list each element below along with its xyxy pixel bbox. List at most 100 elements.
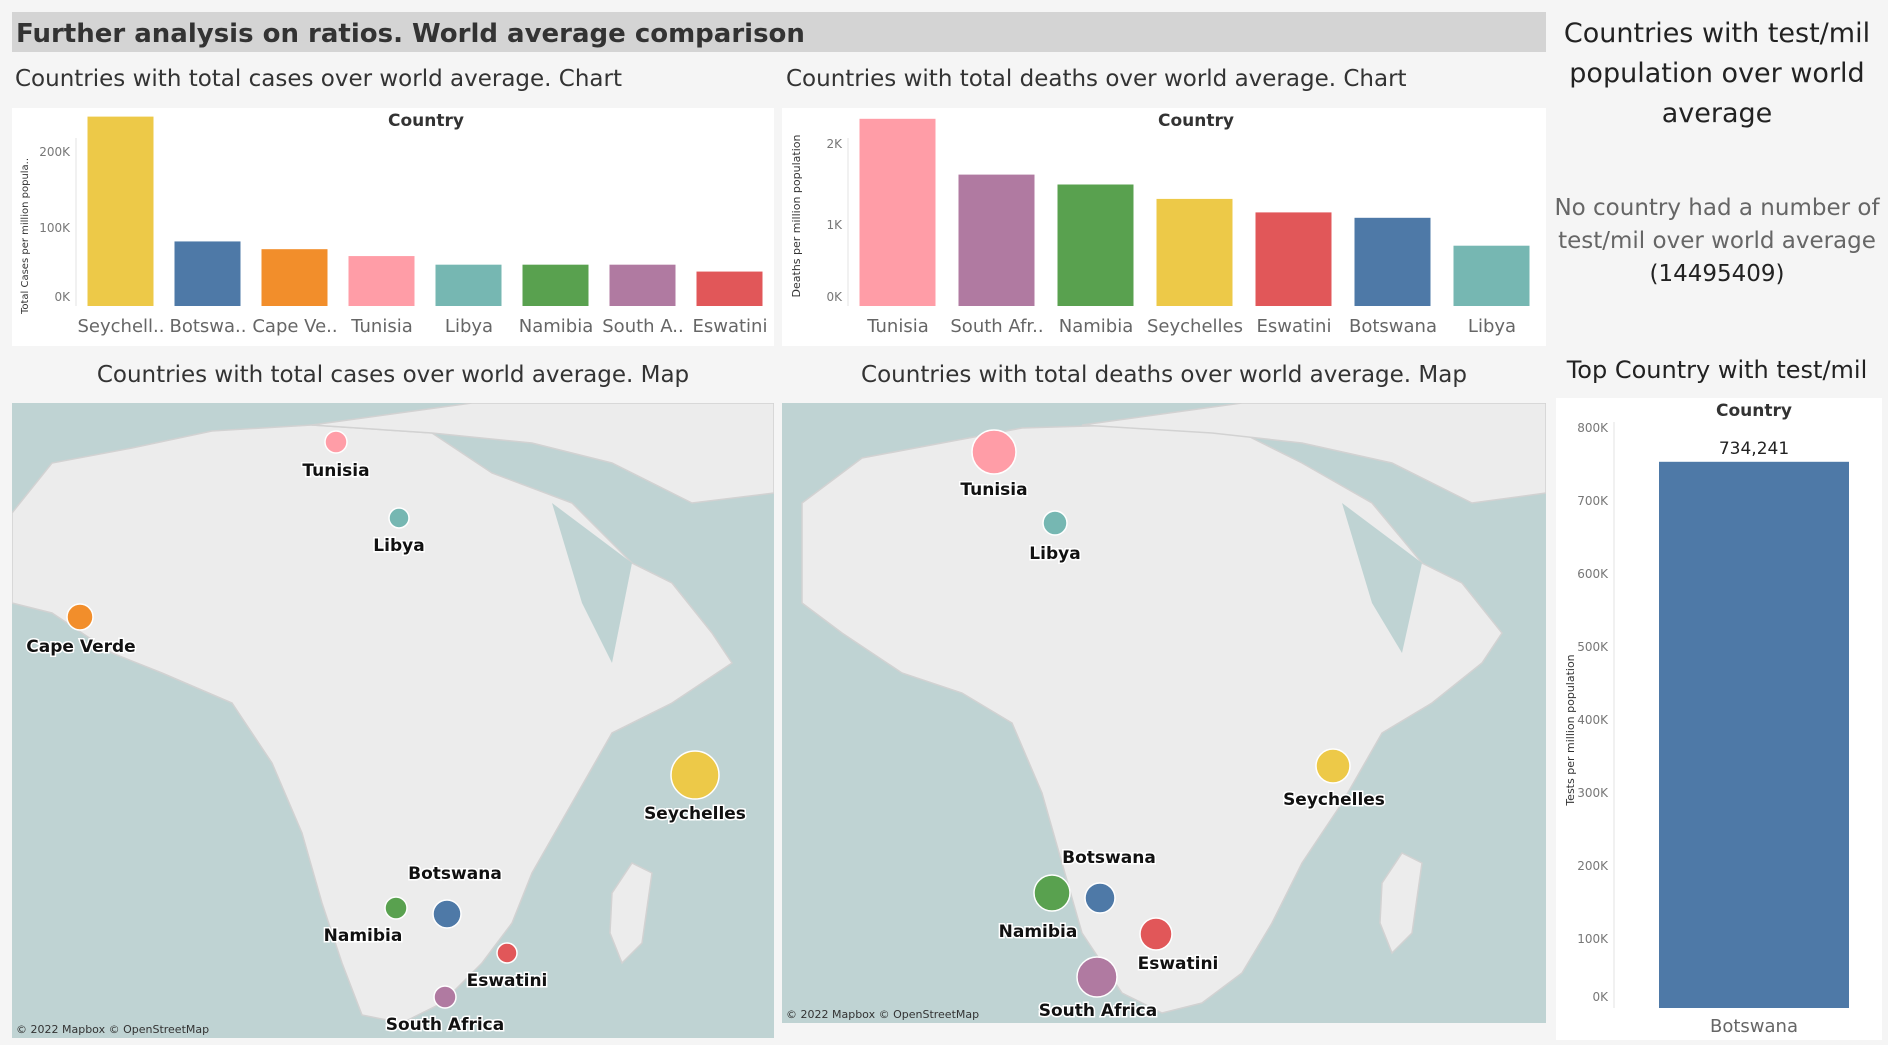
cases-bar-botswana[interactable]	[174, 241, 241, 306]
tests-ytick: 200K	[1577, 859, 1609, 873]
cases-ytick: 200K	[39, 145, 71, 159]
deaths-x-tick-label: Namibia	[1059, 316, 1134, 337]
cases-bar-chart: Country Total Cases per million popula..…	[20, 111, 768, 337]
deaths-map-canvas[interactable]: Tunisia Libya Seychelles Botswana Namibi…	[782, 403, 1546, 1023]
cases-bar-cape-verde[interactable]	[261, 249, 328, 306]
deaths-bar-eswatini[interactable]	[1255, 212, 1332, 306]
map-marker-tunisia[interactable]	[971, 429, 1017, 475]
cases-x-tick-label: Cape Ve..	[252, 316, 337, 337]
red-sea	[1342, 503, 1422, 653]
tests-ytick: 0K	[1592, 990, 1609, 1004]
deaths-ytick: 2K	[826, 137, 843, 151]
deaths-x-tick-label: Eswatini	[1257, 316, 1332, 337]
cases-x-tick-label: Eswatini	[693, 316, 768, 337]
top-tests-bar-chart: Country Tests per million population 800…	[1564, 401, 1849, 1037]
map-marker-namibia[interactable]	[384, 896, 408, 920]
map-marker-namibia[interactable]	[1033, 874, 1071, 912]
cases-bar-south-africa[interactable]	[609, 264, 676, 306]
red-sea	[552, 503, 632, 663]
cases-bar-libya[interactable]	[435, 264, 502, 306]
cases-x-tick-label: Seychell..	[78, 316, 165, 337]
cases-bar-eswatini[interactable]	[696, 271, 763, 306]
cases-map-section-title: Countries with total cases over world av…	[96, 362, 690, 388]
cases-map-canvas[interactable]: Tunisia Libya Cape Verde Seychelles Bots…	[12, 403, 774, 1038]
deaths-bar-south-africa[interactable]	[958, 174, 1035, 306]
cases-x-tick-label: Tunisia	[350, 316, 413, 337]
map-marker-seychelles[interactable]	[670, 750, 720, 800]
deaths-chart-panel: Country Deaths per million population 2K…	[782, 108, 1546, 346]
deaths-map-section-title: Countries with total deaths over world a…	[861, 362, 1467, 388]
tests-ytick: 300K	[1577, 786, 1609, 800]
tests-ytick: 100K	[1577, 932, 1609, 946]
deaths-y-axis-label: Deaths per million population	[790, 135, 803, 298]
top-tests-panel: Country Tests per million population 800…	[1556, 398, 1882, 1040]
map-label-tunisia: Tunisia	[302, 461, 369, 481]
map-marker-south-africa[interactable]	[433, 985, 457, 1009]
page-title: Further analysis on ratios. World averag…	[12, 12, 1546, 52]
map-marker-tunisia[interactable]	[324, 430, 348, 454]
cases-ytick: 100K	[39, 221, 71, 235]
map-label-eswatini: Eswatini	[467, 971, 548, 991]
cases-x-tick-label: South A..	[602, 316, 683, 337]
madagascar-landmass	[609, 862, 653, 965]
tests-ytick: 800K	[1577, 421, 1609, 435]
deaths-x-tick-label: South Afr..	[950, 316, 1043, 337]
deaths-bar-libya[interactable]	[1453, 245, 1530, 306]
deaths-ytick: 1K	[826, 218, 843, 232]
cases-bar-tunisia[interactable]	[348, 256, 415, 306]
map-label-eswatini: Eswatini	[1138, 954, 1219, 974]
cases-x-tick-label: Namibia	[519, 316, 594, 337]
deaths-chart-title: Country	[1158, 111, 1234, 131]
tests-note-body: No country had a number of test/mil over…	[1554, 195, 1880, 254]
deaths-x-tick-label: Botswana	[1349, 316, 1437, 337]
tests-ytick: 600K	[1577, 567, 1609, 581]
deaths-bar-botswana[interactable]	[1354, 217, 1431, 306]
map-marker-libya[interactable]	[1042, 510, 1068, 536]
deaths-bar-tunisia[interactable]	[859, 118, 936, 306]
tests-x-tick-label: Botswana	[1710, 1016, 1798, 1037]
cases-bar-namibia[interactable]	[522, 264, 589, 306]
map-label-seychelles: Seychelles	[1283, 790, 1385, 810]
tests-y-axis-label: Tests per million population	[1564, 654, 1577, 806]
tests-bar-botswana[interactable]	[1659, 461, 1849, 1008]
map-label-seychelles: Seychelles	[644, 804, 746, 824]
map-label-tunisia: Tunisia	[960, 480, 1027, 500]
map-marker-cape-verde[interactable]	[66, 603, 94, 631]
map-label-namibia: Namibia	[999, 922, 1078, 942]
map-label-namibia: Namibia	[324, 926, 403, 946]
tests-chart-title: Country	[1716, 401, 1792, 421]
deaths-x-tick-label: Seychelles	[1147, 316, 1243, 337]
deaths-bar-chart: Country Deaths per million population 2K…	[790, 111, 1530, 337]
map-label-south-africa: South Africa	[1039, 1001, 1158, 1021]
cases-x-tick-label: Botswa..	[170, 316, 247, 337]
europe-asia-landmass	[1081, 403, 1546, 504]
map-marker-botswana[interactable]	[1084, 882, 1116, 914]
map-marker-eswatini[interactable]	[496, 942, 518, 964]
cases-bar-seychelles[interactable]	[87, 116, 154, 306]
europe-asia-landmass	[311, 403, 774, 504]
map-label-botswana: Botswana	[408, 864, 502, 884]
tests-note-text: No country had a number of test/mil over…	[1552, 192, 1882, 291]
tests-ytick: 400K	[1577, 713, 1609, 727]
cases-x-tick-label: Libya	[445, 316, 493, 337]
deaths-bar-namibia[interactable]	[1057, 184, 1134, 307]
map-marker-south-africa[interactable]	[1076, 956, 1118, 998]
map-marker-botswana[interactable]	[432, 899, 462, 929]
cases-chart-panel: Country Total Cases per million popula..…	[12, 108, 774, 346]
cases-chart-title: Country	[388, 111, 464, 131]
tests-ytick: 700K	[1577, 494, 1609, 508]
deaths-x-tick-label: Libya	[1468, 316, 1516, 337]
tests-ytick: 500K	[1577, 640, 1609, 654]
deaths-ytick: 0K	[826, 290, 843, 304]
map-marker-eswatini[interactable]	[1139, 917, 1173, 951]
deaths-chart-section-title: Countries with total deaths over world a…	[786, 66, 1407, 92]
cases-map-credit: © 2022 Mapbox © OpenStreetMap	[16, 1023, 209, 1036]
map-label-south-africa: South Africa	[386, 1015, 505, 1035]
cases-ytick: 0K	[54, 290, 71, 304]
map-marker-libya[interactable]	[388, 507, 410, 529]
deaths-x-tick-label: Tunisia	[866, 316, 929, 337]
deaths-bar-seychelles[interactable]	[1156, 198, 1233, 306]
deaths-map[interactable]: Tunisia Libya Seychelles Botswana Namibi…	[782, 403, 1546, 1023]
map-marker-seychelles[interactable]	[1315, 748, 1351, 784]
cases-map[interactable]: Tunisia Libya Cape Verde Seychelles Bots…	[12, 403, 774, 1038]
